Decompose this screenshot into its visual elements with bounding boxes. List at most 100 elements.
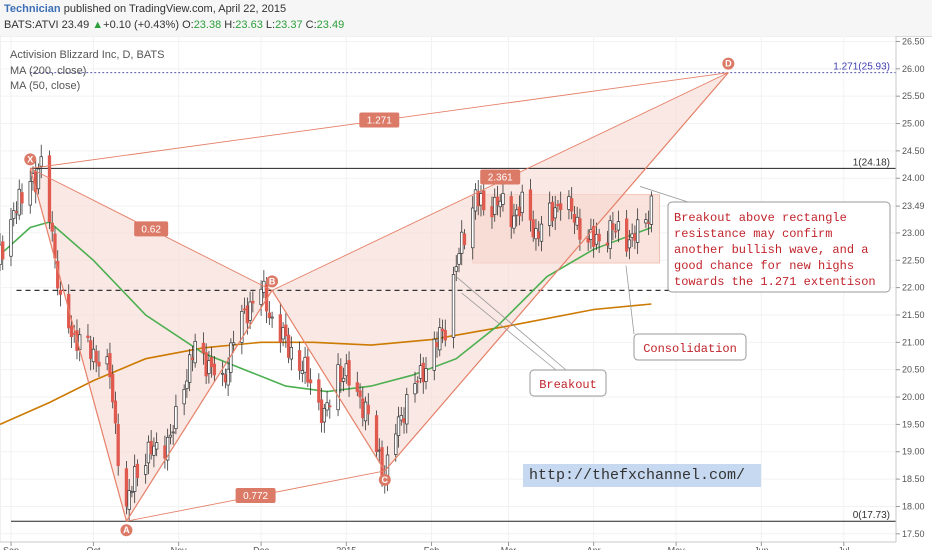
candle-up <box>240 311 244 343</box>
candle-up <box>185 380 189 389</box>
candle-down <box>108 353 112 378</box>
candle-down <box>339 365 343 383</box>
candle-up <box>144 465 148 475</box>
y-tick-label: 25.00 <box>902 119 925 129</box>
candle-up <box>644 219 648 224</box>
leg-bc <box>271 290 386 472</box>
author-link[interactable]: Technician <box>4 3 61 15</box>
candle-down <box>355 382 359 392</box>
candle-down <box>111 373 115 403</box>
breakout-box <box>529 369 607 397</box>
candle-down <box>328 405 332 408</box>
publish-line: Technician published on TradingView.com,… <box>4 3 286 15</box>
harmonic-pattern-fill <box>30 72 729 522</box>
candle-up <box>146 441 151 464</box>
candle-up <box>616 221 621 231</box>
candle-down <box>50 222 54 232</box>
candle-up <box>454 266 458 272</box>
candle-up <box>105 356 109 365</box>
level-lines: 1(24.18) 0(17.73) 1.271(25.93) <box>10 62 896 522</box>
candle-down <box>94 350 98 363</box>
candle-down <box>578 218 582 240</box>
consolidation-text: Consolidation <box>643 342 737 356</box>
candle-down <box>646 222 651 224</box>
candle-up <box>36 168 41 190</box>
ratio-label-bg <box>480 169 521 185</box>
candle-down <box>528 189 533 221</box>
candle-up <box>512 215 516 229</box>
candle-up <box>363 401 368 422</box>
candle-up <box>399 415 403 421</box>
candle-up <box>432 338 436 371</box>
candle-up <box>322 408 326 423</box>
candle-down <box>284 324 288 337</box>
quote-line: BATS:ATVI 23.49 ▲+0.10 (+0.43%) O:23.38 … <box>4 19 344 31</box>
candle-up <box>17 188 21 216</box>
x-tick-label: Dec <box>253 545 270 550</box>
candle-down <box>212 363 217 376</box>
point-marker-b <box>266 275 279 288</box>
price-chart[interactable]: 1(24.18) 0(17.73) 1.271(25.93) X A B C D 0.62 0.… <box>0 36 932 550</box>
x-tick-label: 2015 <box>336 545 356 550</box>
leg-xa <box>29 168 128 522</box>
candle-up <box>479 193 483 206</box>
price-change: +0.10 (+0.43%) <box>103 19 179 31</box>
candle-down <box>58 289 63 295</box>
candle-up <box>220 372 225 375</box>
candle-down <box>440 328 445 332</box>
consolidation-box <box>633 333 747 361</box>
axes: 17.50 18.00 18.50 19.00 19.50 20.00 20.50 21.00… <box>0 36 925 550</box>
candle-up <box>534 228 538 240</box>
candle-down <box>550 201 555 221</box>
legend-ma50: MA (50, close) <box>10 80 80 92</box>
candle-up <box>553 207 557 219</box>
candle-down <box>605 242 610 246</box>
candle-down <box>611 223 615 231</box>
leg-cd <box>384 72 729 472</box>
candle-up <box>152 445 156 456</box>
candle-down <box>495 196 500 206</box>
candle-up <box>182 389 186 405</box>
publish-info: published on TradingView.com, April 22, … <box>63 3 287 15</box>
candle-down <box>633 233 637 241</box>
candle-up <box>575 216 579 226</box>
y-tick-label: 26.00 <box>902 64 925 74</box>
up-arrow-icon: ▲ <box>92 19 104 31</box>
candle-down <box>286 334 291 358</box>
y-tick-label: 22.50 <box>902 255 925 265</box>
candle-down <box>97 361 101 367</box>
candle-down <box>517 206 522 217</box>
level-label-0: 0(17.73) <box>853 510 890 521</box>
candle-down <box>86 335 90 338</box>
candle-up <box>344 363 348 377</box>
ratio-label: 2.361 <box>488 173 513 184</box>
candle-up <box>405 394 409 425</box>
level-label-1271: 1.271(25.93) <box>833 62 890 73</box>
candle-up <box>520 191 524 214</box>
close-value: 23.49 <box>316 19 345 31</box>
legend-ma200: MA (200, close) <box>10 65 86 77</box>
high-label: H: <box>224 19 236 31</box>
candle-up <box>451 274 456 338</box>
candle-down <box>559 203 563 211</box>
note-pointer <box>639 186 689 203</box>
candle-up <box>91 348 96 363</box>
y-tick-label: 24.50 <box>902 146 925 156</box>
symbol-label: BATS:ATVI <box>4 19 59 31</box>
breakout-pointer-2 <box>461 292 557 371</box>
candle-down <box>537 231 541 239</box>
candle-up <box>174 406 178 430</box>
candle-down <box>47 155 52 223</box>
x-tick-label: Feb <box>424 545 440 550</box>
note-text-line: another bullish wave, and a <box>674 243 868 257</box>
candle-up <box>231 342 236 346</box>
last-price: 23.49 <box>61 19 90 31</box>
candle-down <box>374 415 379 452</box>
candle-down <box>509 196 513 228</box>
ratio-label-bg <box>134 221 169 237</box>
candle-down <box>209 357 214 368</box>
candle-up <box>471 207 475 249</box>
ratio-label: 1.271 <box>367 116 392 127</box>
candle-up <box>12 210 16 219</box>
candle-up <box>248 301 252 321</box>
